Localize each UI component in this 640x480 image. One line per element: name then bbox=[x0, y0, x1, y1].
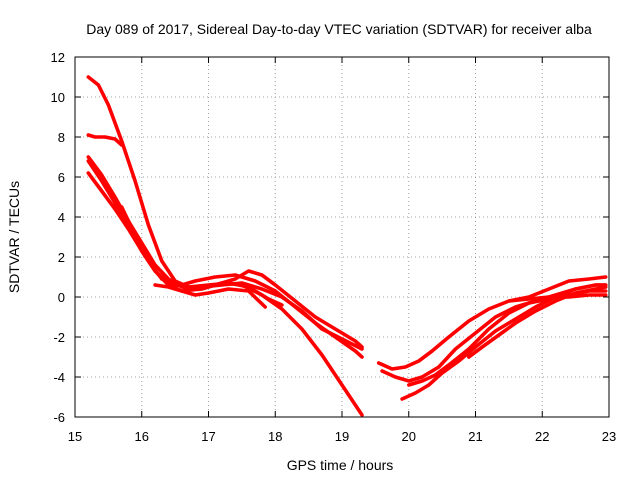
series-group bbox=[86, 75, 608, 417]
series-arc-10 bbox=[400, 283, 608, 401]
x-tick-label: 18 bbox=[268, 429, 282, 444]
x-tick-labels: 15 16 17 18 19 20 21 22 23 bbox=[68, 429, 616, 444]
x-tick-label: 19 bbox=[335, 429, 349, 444]
series-arc-2 bbox=[86, 133, 124, 147]
y-tick-label: -6 bbox=[53, 410, 65, 425]
series-arc-8 bbox=[376, 275, 608, 371]
y-tick-label: 6 bbox=[58, 170, 65, 185]
x-tick-label: 20 bbox=[402, 429, 416, 444]
series-arc-1 bbox=[86, 75, 364, 351]
grid bbox=[75, 57, 609, 417]
y-tick-label: 10 bbox=[51, 90, 65, 105]
series-arc-6 bbox=[119, 205, 284, 307]
chart-title: Day 089 of 2017, Sidereal Day-to-day VTE… bbox=[86, 21, 592, 37]
y-tick-label: 8 bbox=[58, 130, 65, 145]
x-tick-label: 16 bbox=[135, 429, 149, 444]
series-arc-12 bbox=[467, 285, 608, 359]
series-arc-7 bbox=[153, 283, 267, 309]
y-tick-label: 4 bbox=[58, 210, 65, 225]
y-axis-label: SDTVAR / TECUs bbox=[6, 181, 22, 293]
x-tick-label: 21 bbox=[468, 429, 482, 444]
series-arc-4 bbox=[86, 171, 364, 417]
series-arc-11 bbox=[407, 289, 608, 387]
ticks bbox=[74, 56, 610, 418]
series-arc-5 bbox=[86, 159, 364, 359]
x-axis-label: GPS time / hours bbox=[287, 457, 394, 473]
x-tick-label: 22 bbox=[535, 429, 549, 444]
y-tick-label: 12 bbox=[51, 50, 65, 65]
series-arc-13 bbox=[507, 293, 608, 303]
y-tick-label: 0 bbox=[58, 290, 65, 305]
y-tick-label: -2 bbox=[53, 330, 65, 345]
x-tick-label: 17 bbox=[201, 429, 215, 444]
y-tick-label: -4 bbox=[53, 370, 65, 385]
x-tick-label: 23 bbox=[602, 429, 616, 444]
y-tick-labels: -6 -4 -2 0 2 4 6 8 10 12 bbox=[51, 50, 65, 425]
series-arc-3 bbox=[86, 155, 364, 349]
y-tick-label: 2 bbox=[58, 250, 65, 265]
x-tick-label: 15 bbox=[68, 429, 82, 444]
